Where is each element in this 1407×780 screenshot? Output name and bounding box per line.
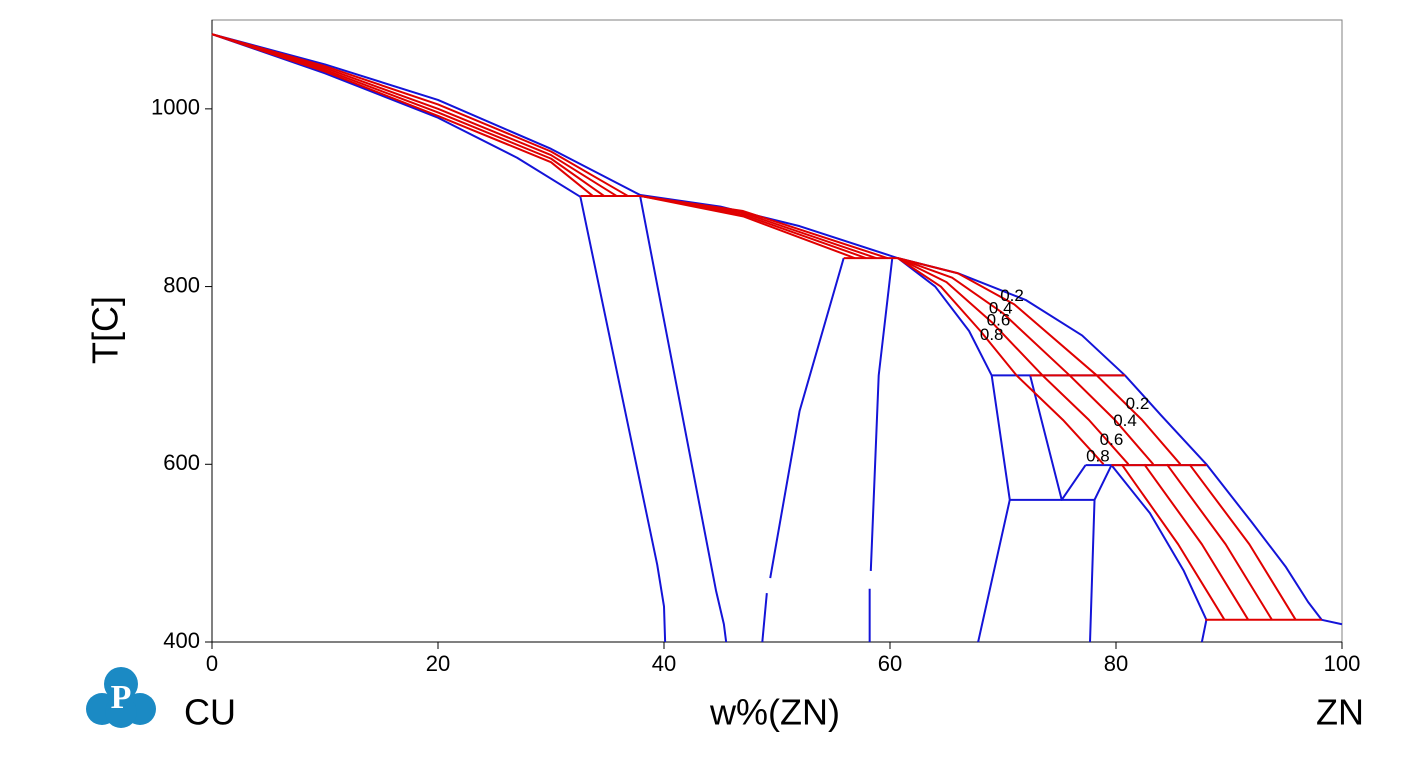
x-tick-label: 40	[652, 651, 676, 676]
annotation: 0.4	[1113, 411, 1137, 430]
phase-line	[761, 257, 845, 643]
phase-line	[868, 258, 894, 642]
phase-line	[211, 33, 605, 197]
x-tick-label: 20	[426, 651, 450, 676]
annotation: 0.2	[1126, 394, 1150, 413]
phase-line	[897, 257, 1018, 377]
phase-line	[211, 33, 618, 197]
svg-text:P: P	[111, 679, 132, 716]
phase-line	[211, 33, 581, 198]
annotation: 0.8	[980, 325, 1004, 344]
annotation: 0.6	[987, 311, 1011, 330]
x-tick-label: 0	[206, 651, 218, 676]
phase-line	[1143, 463, 1250, 621]
annotation: 0.6	[1100, 430, 1124, 449]
phase-line	[639, 196, 728, 643]
phase-line	[1089, 464, 1113, 643]
logo: P	[86, 667, 156, 728]
right-component: ZN	[1316, 692, 1364, 733]
phase-line	[1015, 374, 1105, 465]
phase-line	[897, 257, 1071, 377]
phase-line	[1110, 464, 1208, 643]
phase-line	[1166, 463, 1273, 621]
phase-line	[1188, 463, 1297, 621]
phase-line	[579, 196, 667, 643]
y-tick-label: 400	[163, 628, 200, 653]
plot-frame	[211, 19, 1343, 643]
phase-line	[897, 257, 1343, 626]
annotation: 0.4	[989, 298, 1013, 317]
x-tick-label: 80	[1104, 651, 1128, 676]
annotation: 0.2	[1000, 286, 1024, 305]
phase-line	[897, 257, 1098, 377]
x-tick-label: 60	[878, 651, 902, 676]
phase-line	[897, 257, 1044, 377]
phase-line	[1029, 375, 1087, 501]
x-axis-label: w%(ZN)	[709, 692, 840, 733]
phase-line	[211, 33, 641, 196]
phase-line	[640, 194, 856, 260]
phase-line	[1096, 374, 1182, 465]
phase-line	[640, 194, 889, 260]
y-tick-label: 1000	[151, 95, 200, 120]
phase-line	[211, 33, 629, 197]
left-component: CU	[184, 692, 236, 733]
x-tick-label: 100	[1324, 651, 1361, 676]
phase-line	[1120, 463, 1226, 621]
phase-line	[211, 33, 594, 197]
y-axis-label: T[C]	[85, 296, 126, 364]
annotation: 0.8	[1086, 447, 1110, 466]
y-tick-label: 800	[163, 272, 200, 297]
phase-line	[1068, 374, 1155, 465]
phase-line	[897, 257, 1011, 643]
y-tick-label: 600	[163, 450, 200, 475]
phase-line	[1041, 374, 1130, 465]
